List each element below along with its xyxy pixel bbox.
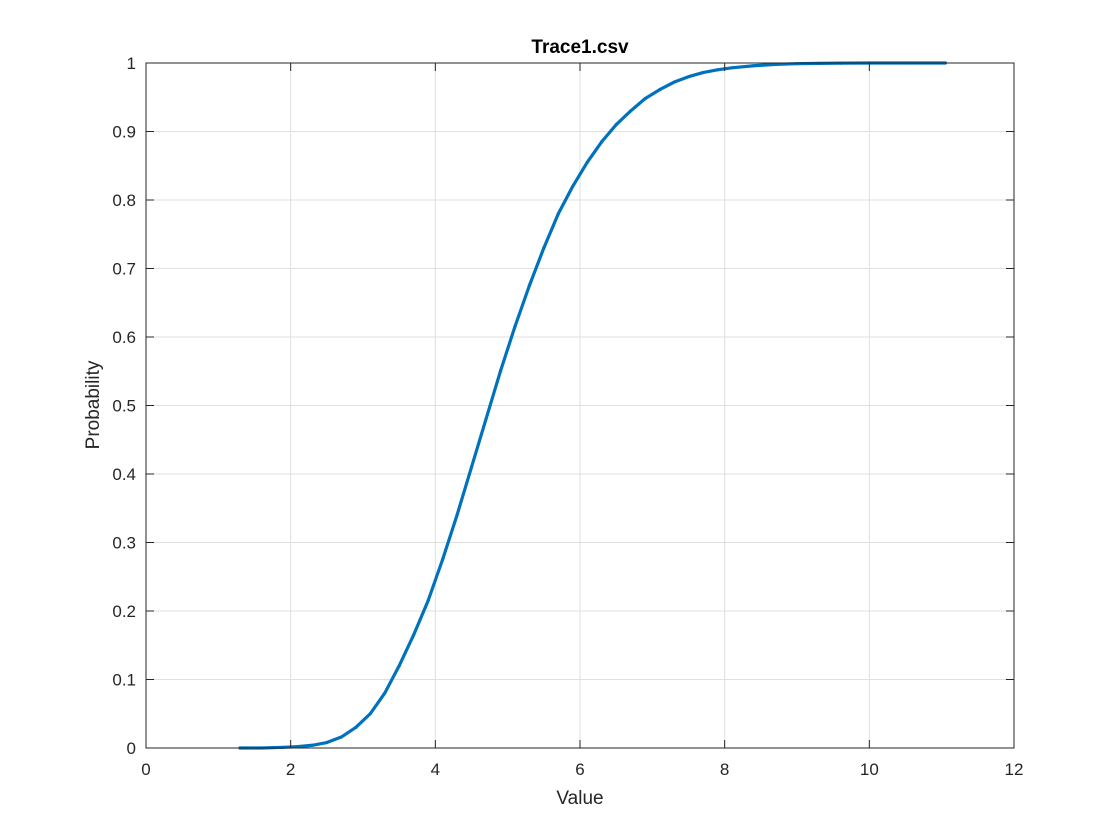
cdf-data-point — [686, 75, 691, 79]
cdf-data-point — [556, 212, 560, 216]
cdf-data-point — [773, 62, 777, 66]
cdf-data-point — [469, 465, 474, 469]
cdf-data-point — [440, 558, 445, 562]
cdf-data-point — [513, 325, 517, 329]
cdf-data-point — [498, 369, 503, 373]
x-tick-label: 2 — [286, 760, 295, 779]
cdf-data-point — [542, 246, 546, 250]
cdf-data-point — [527, 284, 531, 288]
y-tick-label: 0 — [127, 739, 136, 758]
grid-lines — [146, 63, 1014, 748]
chart-title: Trace1.csv — [531, 37, 629, 58]
x-tick-label: 8 — [720, 760, 729, 779]
x-tick-label: 0 — [141, 760, 150, 779]
cdf-data-point — [354, 725, 358, 730]
y-tick-label: 0.3 — [112, 534, 136, 553]
cdf-data-point — [325, 740, 329, 745]
cdf-data-point — [339, 735, 343, 739]
y-tick-label: 0.7 — [112, 260, 136, 279]
cdf-data-point — [310, 743, 314, 747]
cdf-data-point — [629, 109, 633, 113]
y-tick-label: 0.9 — [112, 123, 136, 142]
cdf-data-point — [368, 712, 372, 716]
x-axis-label: Value — [556, 788, 603, 809]
cdf-data-point — [614, 123, 618, 127]
cdf-data-point — [643, 97, 647, 101]
x-tick-labels: 0 2 4 6 8 10 12 — [141, 760, 1023, 779]
y-tick-label: 0.6 — [112, 328, 136, 347]
cdf-data-point — [657, 88, 662, 92]
cdf-data-point — [455, 513, 459, 517]
cdf-data-point — [715, 68, 720, 72]
cdf-data-point — [296, 745, 300, 749]
cdf-data-point — [383, 691, 387, 695]
x-tick-label: 6 — [575, 760, 584, 779]
cdf-data-point — [672, 80, 676, 84]
cdf-data-point — [412, 633, 416, 637]
x-tick-label: 12 — [1005, 760, 1024, 779]
cdf-data-point — [426, 599, 430, 603]
y-tick-label: 0.4 — [112, 465, 136, 484]
tick-marks — [145, 62, 1015, 749]
cdf-data-point — [397, 664, 401, 668]
y-tick-label: 0.5 — [112, 397, 136, 416]
cdf-data-point — [701, 70, 705, 75]
y-tick-label: 0.2 — [112, 602, 136, 621]
cdf-data-point — [752, 64, 756, 68]
cdf-data-point — [600, 140, 604, 144]
cdf-series-line — [238, 61, 947, 750]
y-tick-labels: 0 0.1 0.2 0.3 0.4 0.5 0.6 0.7 0.8 0.9 1 — [112, 54, 136, 758]
y-tick-label: 0.1 — [112, 671, 136, 690]
x-tick-label: 10 — [860, 760, 879, 779]
y-tick-label: 0.8 — [112, 191, 136, 210]
y-tick-label: 1 — [127, 54, 136, 73]
x-tick-label: 4 — [431, 760, 440, 779]
cdf-data-point — [730, 66, 734, 70]
cdf-data-point — [484, 417, 488, 421]
y-axis-label: Probability — [83, 360, 104, 449]
cdf-data-point — [585, 160, 589, 164]
cdf-data-point — [571, 184, 575, 188]
